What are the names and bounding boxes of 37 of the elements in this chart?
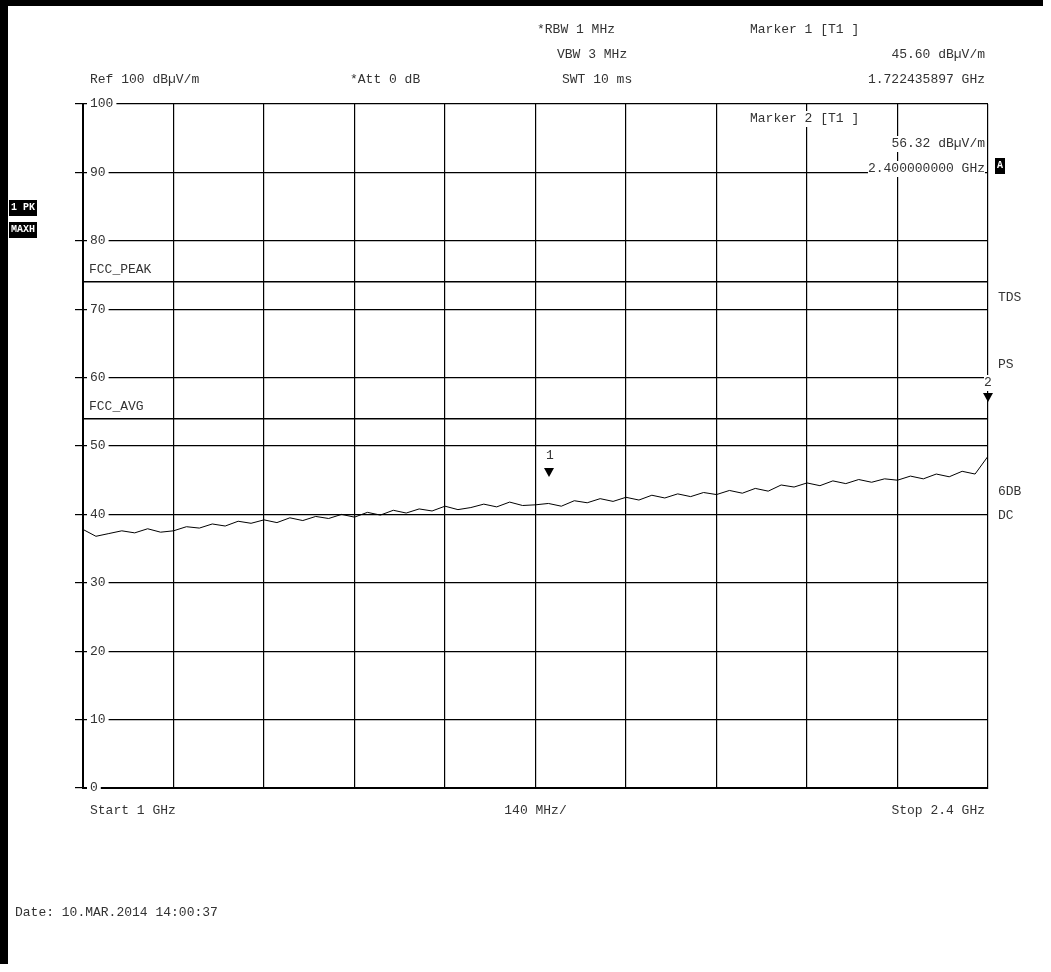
annotation: 56.32 dBµV/m — [891, 136, 985, 152]
text: VBW 3 MHz — [557, 47, 628, 63]
text: *Att 0 dB — [350, 72, 421, 88]
text: Ref 100 dBµV/m — [90, 72, 200, 88]
y-tick-label: 90 — [90, 164, 106, 180]
text: 6DB — [998, 484, 1022, 500]
annotation: Marker 2 [T1 ] — [750, 111, 860, 127]
annotation: 2.400000000 GHz — [867, 161, 985, 177]
text: 1.722435897 GHz — [867, 72, 985, 88]
annotation: 1 — [546, 448, 554, 464]
text: Start 1 GHz — [90, 803, 176, 819]
ref-line-label: FCC_PEAK — [89, 261, 152, 277]
x-axis-title: 140 MHz/ — [504, 803, 567, 819]
y-tick-label: 30 — [90, 575, 106, 591]
text: DC — [998, 508, 1014, 524]
y-tick-label: 100 — [90, 96, 114, 112]
text: 1 PK — [9, 200, 38, 216]
y-tick-label: 10 — [90, 712, 106, 728]
text: 45.60 dBµV/m — [891, 47, 985, 63]
text: TDS — [998, 290, 1022, 306]
y-tick-label: 80 — [90, 233, 106, 249]
text: *RBW 1 MHz — [537, 22, 616, 38]
text: PS — [998, 357, 1014, 373]
text: SWT 10 ms — [562, 72, 633, 88]
text: Date: 10.MAR.2014 14:00:37 — [15, 905, 218, 921]
y-tick-label: 20 — [90, 643, 106, 659]
y-tick-label: 60 — [90, 370, 106, 386]
y-tick-label: 70 — [90, 301, 106, 317]
text: A — [995, 158, 1006, 174]
text: MAXH — [9, 222, 38, 238]
annotation: 2 — [984, 375, 992, 391]
y-tick-label: 50 — [90, 438, 106, 454]
y-tick-label: 40 — [90, 506, 106, 522]
text: Marker 1 [T1 ] — [750, 22, 860, 38]
ref-line-label: FCC_AVG — [89, 398, 144, 414]
text: Stop 2.4 GHz — [891, 803, 985, 819]
y-tick-label: 0 — [90, 780, 98, 796]
